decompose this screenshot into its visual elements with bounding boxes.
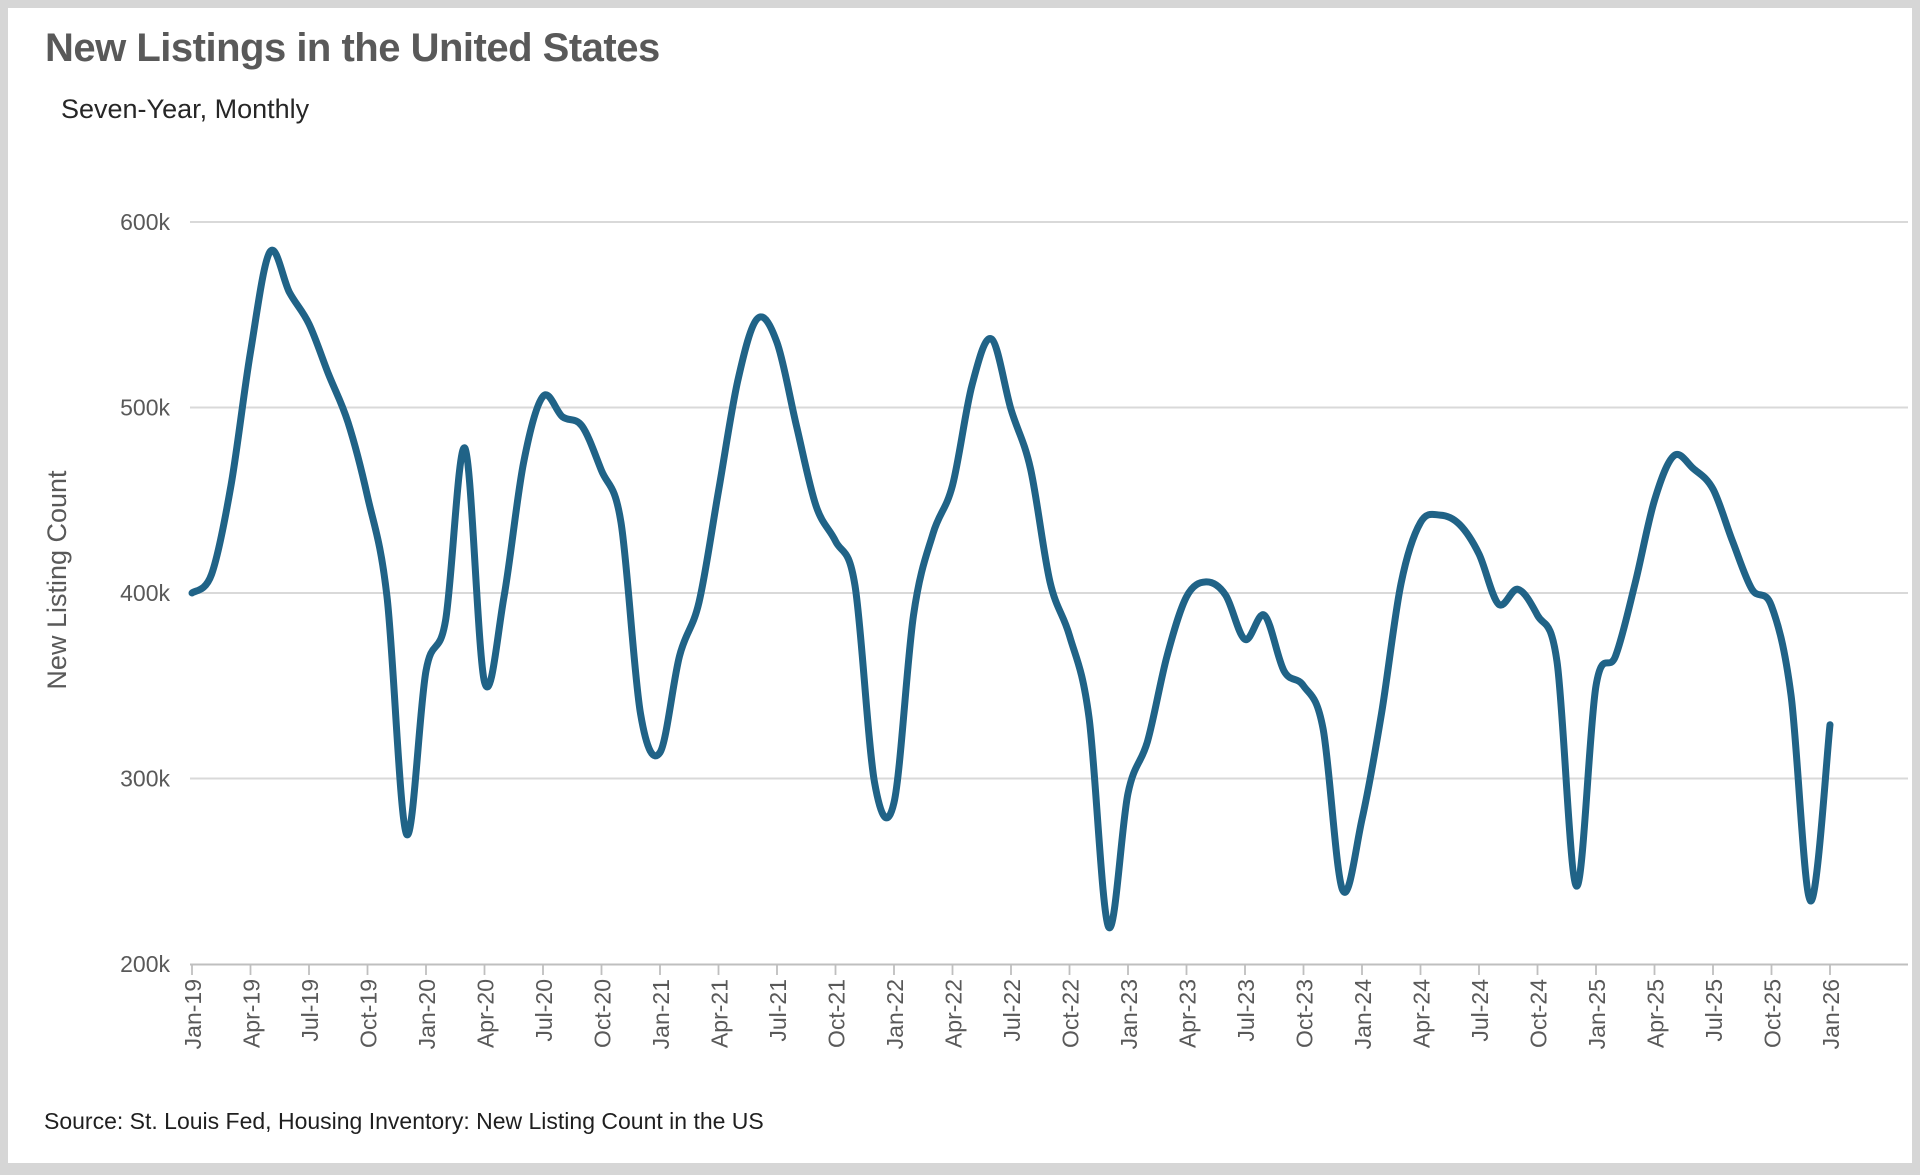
x-tick-label: Apr-25 (1643, 979, 1669, 1048)
x-tick-label: Apr-19 (239, 979, 265, 1048)
source-note: Source: St. Louis Fed, Housing Inventory… (44, 1108, 764, 1134)
x-tick-label: Jan-24 (1350, 979, 1376, 1050)
y-tick-label: 200k (120, 951, 170, 977)
x-tick-label: Jul-24 (1467, 979, 1493, 1042)
x-tick-label: Apr-21 (707, 979, 733, 1048)
x-tick-label: Apr-23 (1175, 979, 1201, 1048)
page-title: New Listings in the United States (45, 26, 660, 70)
y-axis-title: New Listing Count (42, 470, 72, 690)
data-line (188, 246, 1834, 932)
chart-card (8, 8, 1912, 1163)
x-tick-label: Jan-19 (180, 979, 206, 1049)
x-tick-label: Jul-21 (765, 979, 791, 1042)
x-tick-label: Jan-25 (1584, 979, 1610, 1049)
x-tick-label: Jan-26 (1818, 979, 1844, 1049)
y-tick-label: 300k (120, 766, 170, 792)
y-tick-label: 500k (120, 395, 170, 421)
x-tick-label: Oct-23 (1292, 979, 1318, 1048)
x-tick-label: Oct-21 (824, 979, 850, 1048)
x-tick-label: Oct-22 (1058, 979, 1084, 1048)
y-tick-label: 400k (120, 580, 170, 606)
page-subtitle: Seven-Year, Monthly (61, 94, 310, 124)
x-tick-label: Jan-20 (414, 979, 440, 1049)
x-tick-label: Oct-19 (356, 979, 382, 1048)
x-tick-label: Apr-20 (473, 979, 499, 1048)
x-tick-label: Apr-24 (1409, 979, 1435, 1048)
x-tick-label: Jan-23 (1116, 979, 1142, 1049)
x-tick-label: Jan-21 (648, 979, 674, 1049)
x-tick-label: Oct-24 (1526, 979, 1552, 1048)
x-tick-label: Jul-19 (297, 979, 323, 1042)
x-tick-label: Oct-20 (590, 979, 616, 1048)
x-tick-label: Jul-25 (1701, 979, 1727, 1042)
x-tick-label: Oct-25 (1760, 979, 1786, 1048)
x-tick-label: Jul-22 (999, 979, 1025, 1042)
x-tick-label: Jul-20 (531, 979, 557, 1042)
x-tick-label: Jul-23 (1233, 979, 1259, 1042)
x-tick-label: Jan-22 (882, 979, 908, 1049)
y-tick-label: 600k (120, 209, 170, 235)
x-tick-label: Apr-22 (941, 979, 967, 1048)
